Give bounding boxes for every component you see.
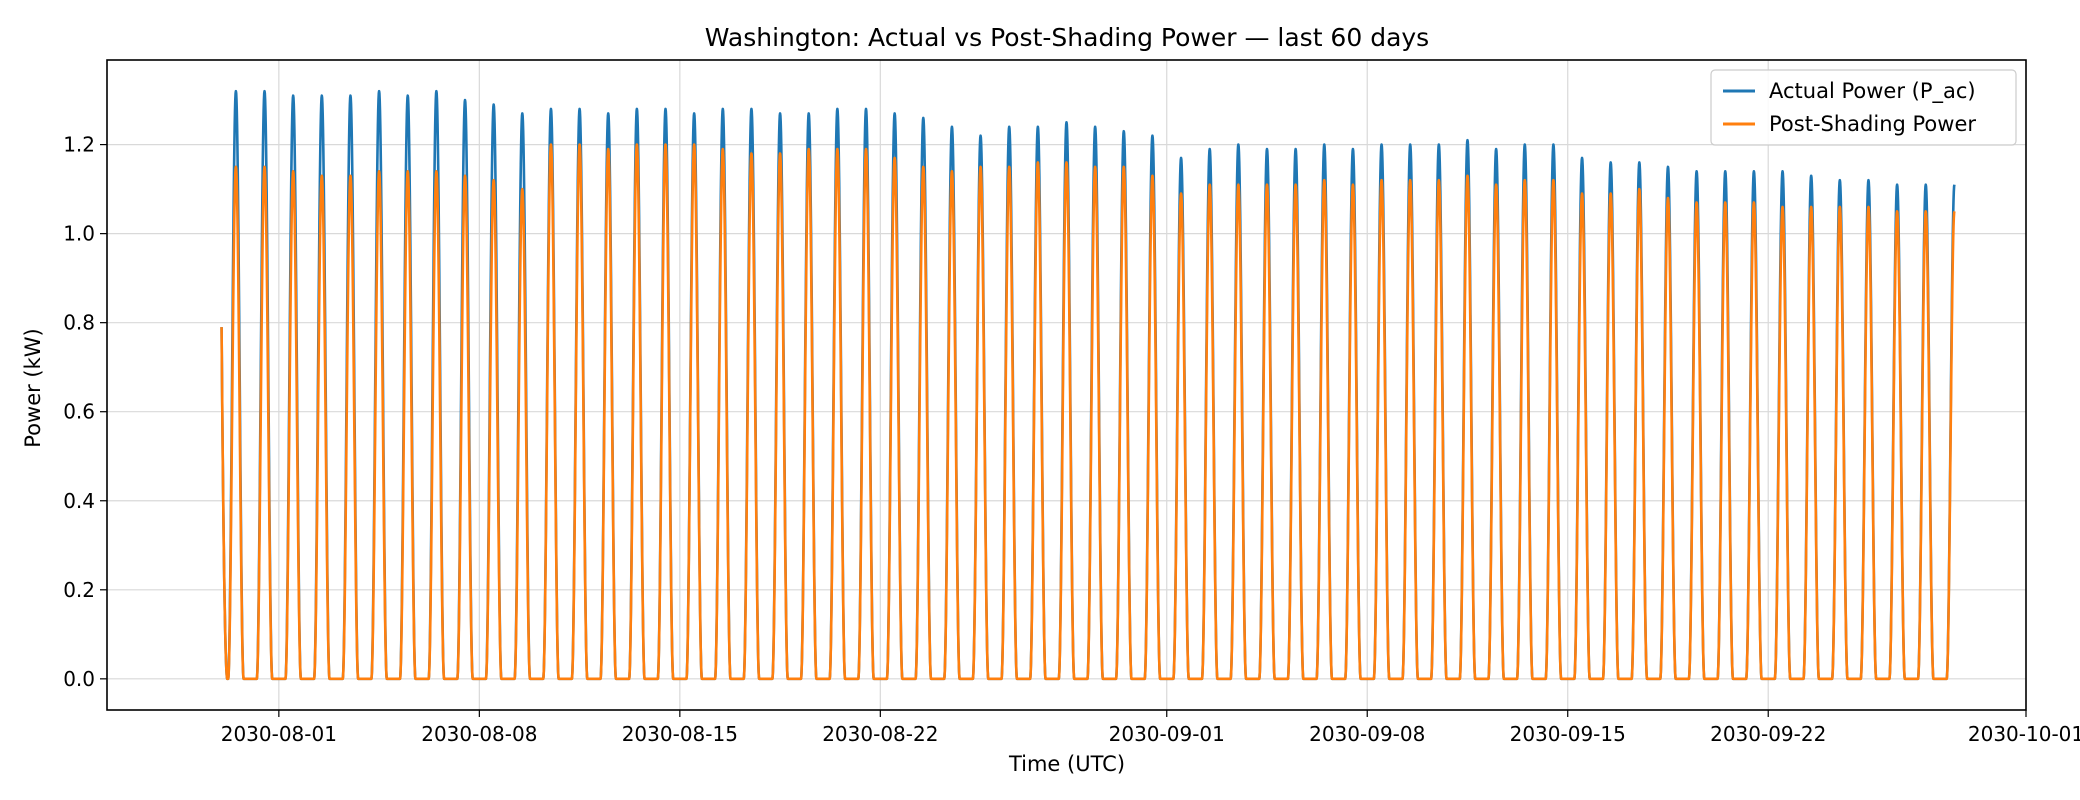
x-tick-label-3: 2030-08-22 — [822, 722, 938, 746]
x-tick-label-8: 2030-10-01 — [1968, 722, 2080, 746]
chart-title: Washington: Actual vs Post-Shading Power… — [705, 23, 1429, 52]
y-tick-label-0: 0.0 — [63, 667, 95, 691]
legend: Actual Power (P_ac) Post-Shading Power — [1710, 69, 2017, 146]
y-axis-label: Power (kW) — [21, 328, 45, 447]
x-tick-label-2: 2030-08-15 — [622, 722, 738, 746]
y-tick-label-3: 0.6 — [63, 400, 95, 424]
legend-entry-1: Post-Shading Power — [1769, 112, 1976, 136]
x-tick-label-1: 2030-08-08 — [421, 722, 537, 746]
x-tick-label-6: 2030-09-15 — [1510, 722, 1626, 746]
y-tick-label-6: 1.2 — [63, 133, 95, 157]
x-tick-label-7: 2030-09-22 — [1710, 722, 1826, 746]
x-tick-label-4: 2030-09-01 — [1109, 722, 1225, 746]
legend-entry-0: Actual Power (P_ac) — [1769, 79, 1976, 104]
y-tick-label-1: 0.2 — [63, 578, 95, 602]
y-tick-label-5: 1.0 — [63, 222, 95, 246]
axis-ticks: 2030-08-01 2030-08-08 2030-08-15 2030-08-22… — [63, 133, 2080, 746]
x-axis-label: Time (UTC) — [1008, 752, 1125, 776]
x-tick-label-0: 2030-08-01 — [221, 722, 337, 746]
series-line-1 — [220, 143, 1956, 681]
series-layer — [220, 89, 1956, 681]
y-tick-label-4: 0.8 — [63, 311, 95, 335]
y-tick-label-2: 0.4 — [63, 489, 95, 513]
legend-box — [1710, 69, 2017, 146]
plot-area-frame — [106, 59, 2027, 711]
x-tick-label-5: 2030-09-08 — [1309, 722, 1425, 746]
